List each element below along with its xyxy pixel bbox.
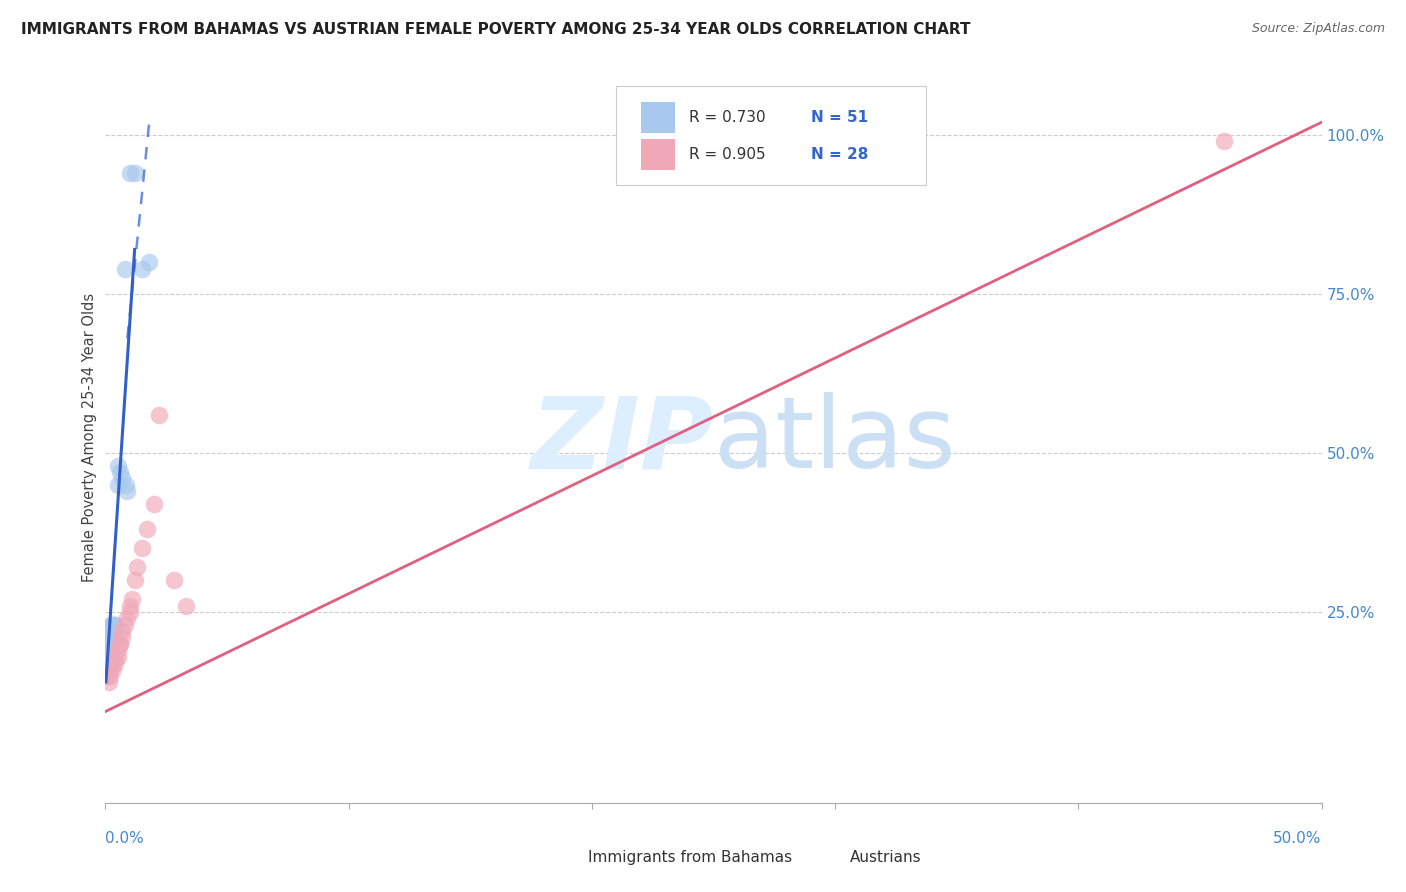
Point — [97, 656, 120, 670]
Point — [96, 668, 118, 682]
Point — [101, 662, 124, 676]
Point — [114, 617, 136, 632]
Point — [98, 631, 121, 645]
Text: 0.0%: 0.0% — [105, 831, 145, 846]
Point — [107, 458, 129, 473]
Point — [124, 166, 146, 180]
Text: Immigrants from Bahamas: Immigrants from Bahamas — [588, 850, 793, 865]
Point — [115, 477, 138, 491]
Text: R = 0.730: R = 0.730 — [689, 110, 766, 125]
Point — [94, 656, 117, 670]
Point — [143, 497, 166, 511]
Point — [104, 656, 127, 670]
Point — [138, 255, 160, 269]
Point — [97, 643, 120, 657]
Point — [114, 261, 136, 276]
Point — [101, 624, 124, 638]
Point — [100, 624, 122, 638]
Point — [100, 617, 122, 632]
Point — [118, 599, 141, 613]
Point — [96, 656, 118, 670]
Point — [101, 656, 124, 670]
Point — [97, 649, 120, 664]
Point — [98, 675, 121, 690]
Point — [96, 649, 118, 664]
Point — [108, 465, 131, 479]
Point — [104, 617, 127, 632]
FancyBboxPatch shape — [550, 847, 576, 869]
Point — [131, 261, 153, 276]
Point — [131, 541, 153, 556]
Point — [108, 637, 131, 651]
Point — [96, 656, 118, 670]
Point — [162, 573, 184, 587]
Point — [98, 668, 121, 682]
Point — [104, 617, 127, 632]
Point — [103, 624, 125, 638]
Point — [98, 662, 121, 676]
Point — [97, 668, 120, 682]
FancyBboxPatch shape — [641, 139, 675, 170]
Point — [97, 656, 120, 670]
Point — [96, 649, 118, 664]
Point — [124, 573, 146, 587]
Point — [118, 166, 141, 180]
FancyBboxPatch shape — [811, 847, 838, 869]
Point — [96, 656, 118, 670]
Point — [98, 624, 121, 638]
Point — [117, 611, 139, 625]
Point — [96, 656, 118, 670]
Point — [94, 662, 117, 676]
Point — [98, 624, 121, 638]
Point — [101, 617, 124, 632]
Point — [107, 477, 129, 491]
Text: Austrians: Austrians — [849, 850, 921, 865]
Text: N = 51: N = 51 — [811, 110, 868, 125]
Point — [148, 408, 170, 422]
Point — [100, 617, 122, 632]
Point — [98, 631, 121, 645]
Point — [107, 649, 129, 664]
Point — [125, 560, 148, 574]
Text: ZIP: ZIP — [530, 392, 713, 489]
FancyBboxPatch shape — [616, 86, 927, 185]
Text: atlas: atlas — [713, 392, 955, 489]
Text: 50.0%: 50.0% — [1274, 831, 1322, 846]
Point — [98, 643, 121, 657]
Point — [96, 662, 118, 676]
Text: N = 28: N = 28 — [811, 147, 869, 162]
Point — [174, 599, 197, 613]
Point — [98, 624, 121, 638]
Point — [1213, 134, 1236, 148]
Point — [103, 617, 125, 632]
Point — [97, 649, 120, 664]
Point — [135, 522, 157, 536]
Text: R = 0.905: R = 0.905 — [689, 147, 766, 162]
Point — [121, 592, 143, 607]
Point — [97, 637, 120, 651]
Point — [97, 643, 120, 657]
Point — [117, 484, 139, 499]
Point — [107, 643, 129, 657]
Point — [118, 605, 141, 619]
Y-axis label: Female Poverty Among 25-34 Year Olds: Female Poverty Among 25-34 Year Olds — [82, 293, 97, 582]
Point — [111, 631, 134, 645]
Point — [96, 662, 118, 676]
Point — [97, 662, 120, 676]
Point — [96, 662, 118, 676]
Point — [104, 649, 127, 664]
Point — [111, 471, 134, 485]
Point — [111, 624, 134, 638]
Point — [96, 662, 118, 676]
FancyBboxPatch shape — [641, 102, 675, 133]
Point — [96, 662, 118, 676]
Point — [108, 637, 131, 651]
Text: Source: ZipAtlas.com: Source: ZipAtlas.com — [1251, 22, 1385, 36]
Text: IMMIGRANTS FROM BAHAMAS VS AUSTRIAN FEMALE POVERTY AMONG 25-34 YEAR OLDS CORRELA: IMMIGRANTS FROM BAHAMAS VS AUSTRIAN FEMA… — [21, 22, 970, 37]
Point — [96, 656, 118, 670]
Point — [98, 637, 121, 651]
Point — [97, 656, 120, 670]
